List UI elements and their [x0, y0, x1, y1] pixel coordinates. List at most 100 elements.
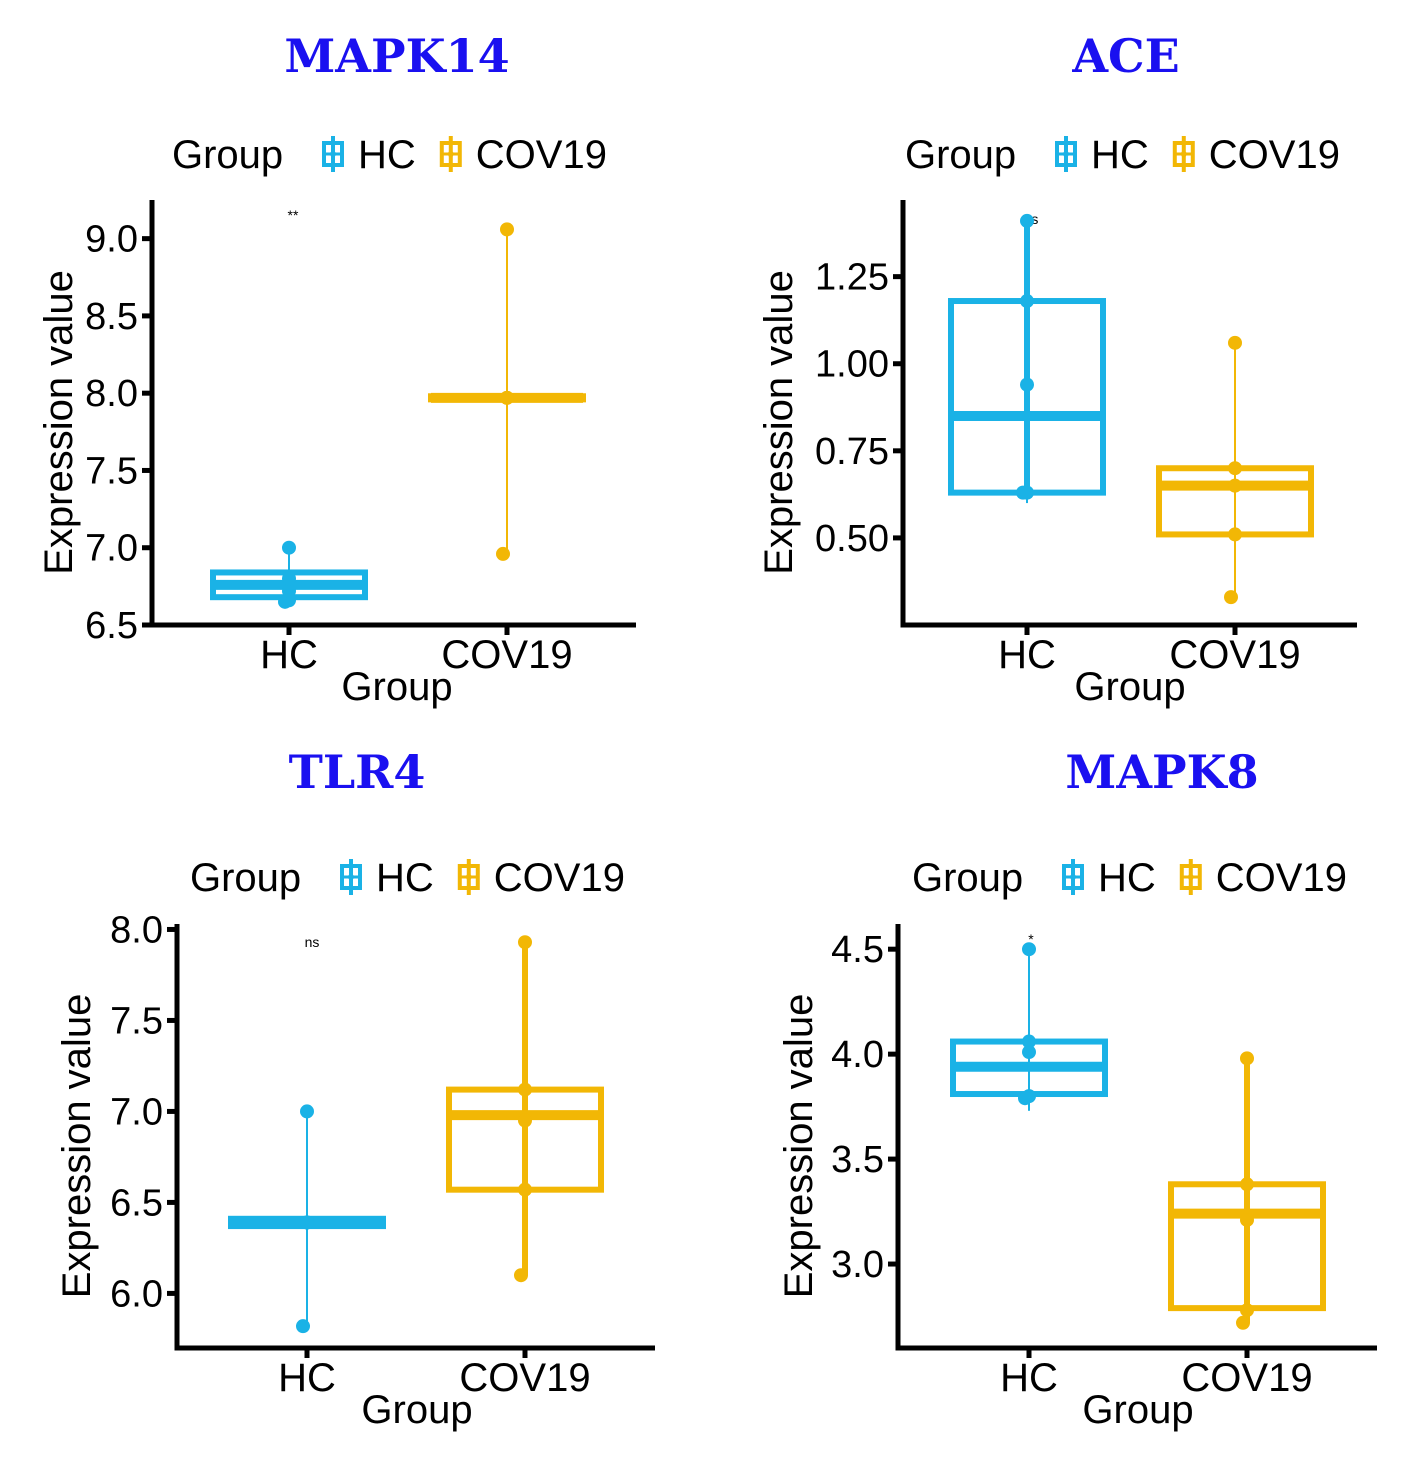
- legend-title: Group: [172, 133, 283, 177]
- data-point: [282, 540, 296, 555]
- data-point: [1020, 213, 1034, 228]
- legend-key-icon: [1172, 136, 1195, 172]
- legend-key-icon: [457, 859, 480, 895]
- y-tick-label: 8.5: [85, 296, 138, 338]
- chart-title: MAPK8: [1065, 745, 1258, 799]
- x-tick-label: COV19: [1181, 1356, 1312, 1400]
- legend-label-cov19: COV19: [1216, 856, 1347, 900]
- legend-label-hc: HC: [1098, 856, 1156, 900]
- data-point: [1020, 294, 1034, 309]
- data-point: [1228, 478, 1242, 493]
- data-point: [496, 546, 510, 561]
- data-point: [296, 1319, 310, 1334]
- significance-label: ns: [305, 934, 320, 950]
- legend-label-hc: HC: [358, 133, 416, 177]
- y-tick-label: 8.0: [85, 373, 138, 415]
- y-tick-label: 6.5: [85, 605, 138, 647]
- significance-label: *: [1028, 931, 1034, 947]
- box-cov19: [1156, 335, 1314, 605]
- y-tick-label: 3.0: [831, 1244, 884, 1286]
- y-axis-label: Expression value: [757, 270, 801, 575]
- chart-panel-mapk8: MAPK8 Group HC COV19 3.0 3.5 4.0 4.5Expression …: [777, 745, 1377, 1432]
- x-axis-title: Group: [361, 1388, 472, 1432]
- chart-title: ACE: [1071, 29, 1179, 83]
- data-point: [500, 222, 514, 237]
- legend-key-point: [1187, 874, 1194, 880]
- data-point: [1022, 1089, 1036, 1104]
- data-point: [1020, 377, 1034, 392]
- legend-key-icon: [1179, 859, 1202, 895]
- legend-key-point: [1070, 874, 1076, 880]
- data-point: [1022, 1045, 1036, 1060]
- data-point: [1240, 1303, 1254, 1318]
- legend-key-point: [330, 151, 336, 157]
- data-point: [300, 1104, 314, 1119]
- box-hc: [948, 213, 1106, 504]
- box-hc: [228, 1104, 386, 1334]
- legend-key-icon: [1062, 859, 1084, 895]
- chart-title: MAPK14: [284, 29, 509, 83]
- data-point: [1224, 590, 1238, 605]
- legend: Group HC COV19: [912, 856, 1347, 900]
- data-point: [1228, 527, 1242, 542]
- x-tick-label: COV19: [441, 633, 572, 677]
- legend-key-icon: [322, 136, 344, 172]
- y-tick-label: 1.25: [815, 257, 889, 299]
- legend: Group HC COV19: [172, 133, 607, 177]
- y-axis-label: Expression value: [777, 994, 821, 1299]
- data-point: [518, 1082, 532, 1097]
- legend-key-point: [447, 151, 454, 157]
- data-point: [1020, 485, 1034, 500]
- x-tick-label: HC: [278, 1356, 336, 1400]
- chart-panel-ace: ACE Group HC COV19 0.50 0.75 1.00 1.25 Expressio…: [757, 29, 1357, 709]
- y-tick-label: 0.50: [815, 518, 889, 560]
- data-point: [514, 1268, 528, 1283]
- data-point: [1022, 1034, 1036, 1049]
- legend-label-cov19: COV19: [476, 133, 607, 177]
- box-cov19: [1168, 1051, 1326, 1330]
- x-tick-label: HC: [260, 633, 318, 677]
- x-axis-title: Group: [1074, 665, 1185, 709]
- y-tick-label: 9.0: [85, 219, 138, 261]
- legend-key-point: [348, 874, 354, 880]
- legend-label-cov19: COV19: [494, 856, 625, 900]
- legend: Group HC COV19: [905, 133, 1340, 177]
- box-hc: [210, 540, 368, 609]
- legend-key-point: [465, 874, 472, 880]
- y-tick-label: 4.5: [831, 929, 884, 971]
- y-axis-label: Expression value: [37, 270, 81, 575]
- box-hc: [950, 942, 1108, 1111]
- legend-key-point: [1063, 151, 1069, 157]
- data-point: [1240, 1051, 1254, 1066]
- data-point: [500, 390, 514, 405]
- y-tick-label: 7.0: [85, 528, 138, 570]
- chart-panel-tlr4: TLR4 Group HC COV19 6.0 6.5 7.0 7.5 8.0 Expressio…: [55, 745, 655, 1432]
- significance-label: **: [288, 207, 299, 223]
- x-axis-title: Group: [1082, 1388, 1193, 1432]
- box-cov19: [428, 222, 586, 561]
- legend-key-icon: [439, 136, 462, 172]
- legend-title: Group: [905, 133, 1016, 177]
- y-tick-label: 6.5: [110, 1182, 163, 1224]
- x-tick-label: COV19: [1169, 633, 1300, 677]
- data-point: [300, 1215, 314, 1230]
- data-point: [1022, 942, 1036, 957]
- x-tick-label: COV19: [459, 1356, 590, 1400]
- x-tick-label: HC: [998, 633, 1056, 677]
- y-tick-label: 7.5: [110, 1000, 163, 1042]
- box-cov19: [446, 935, 604, 1283]
- y-tick-label: 1.00: [815, 344, 889, 386]
- y-tick-label: 7.5: [85, 450, 138, 492]
- y-tick-label: 4.0: [831, 1034, 884, 1076]
- y-tick-label: 3.5: [831, 1139, 884, 1181]
- y-tick-label: 0.75: [815, 431, 889, 473]
- legend-title: Group: [190, 856, 301, 900]
- data-point: [1228, 335, 1242, 350]
- data-point: [282, 571, 296, 586]
- data-point: [518, 935, 532, 950]
- legend-key-point: [1180, 151, 1187, 157]
- data-point: [282, 584, 296, 598]
- chart-panel-mapk14: MAPK14 Group HC COV19 6.5 7.0 7.5 8.0 8.5 9.0Expr…: [37, 29, 636, 709]
- data-point: [518, 1113, 532, 1128]
